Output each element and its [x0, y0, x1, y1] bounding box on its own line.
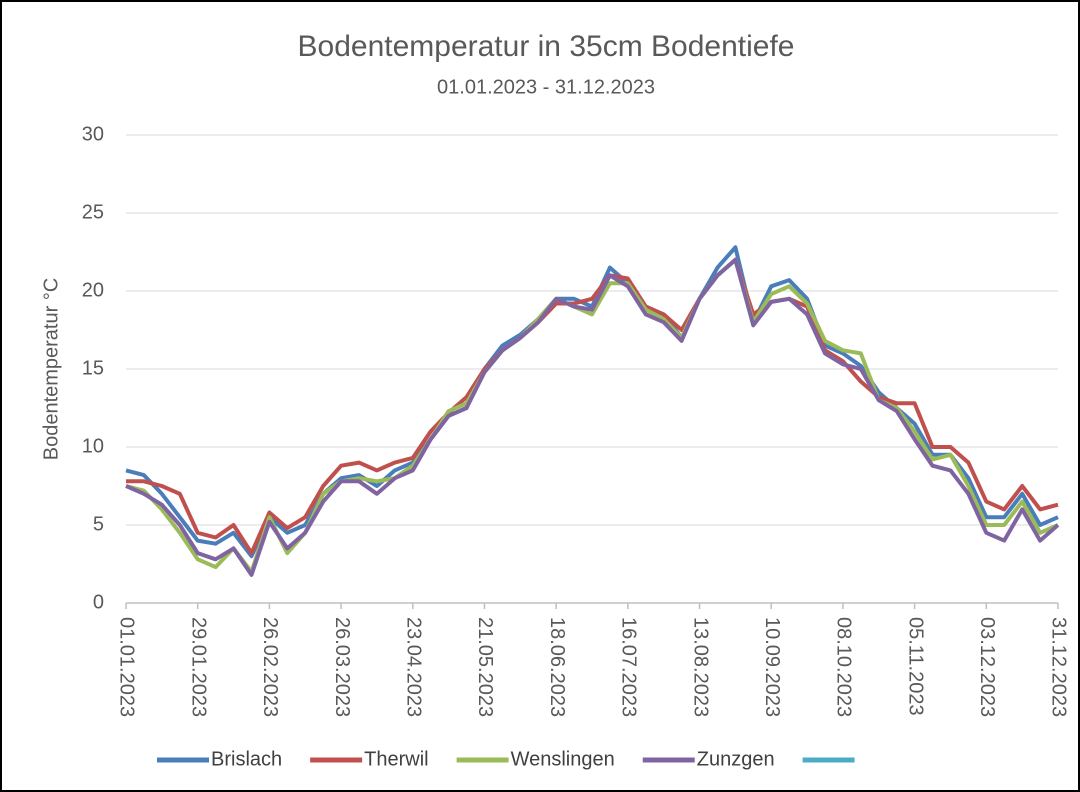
y-axis-label: Bodentemperatur °C: [40, 278, 62, 461]
legend-label: Zunzgen: [697, 748, 775, 770]
legend-label: Wenslingen: [511, 748, 615, 770]
legend-label: Therwil: [364, 748, 428, 770]
y-tick-label: 30: [82, 123, 104, 145]
y-tick-label: 20: [82, 279, 104, 301]
chart-title: Bodentemperatur in 35cm Bodentiefe: [298, 30, 795, 63]
x-tick-label: 29.01.2023: [187, 617, 209, 717]
x-tick-label: 13.08.2023: [689, 617, 711, 717]
x-tick-label: 21.05.2023: [474, 617, 496, 717]
x-tick-label: 18.06.2023: [546, 617, 568, 717]
legend-label: Brislach: [211, 748, 282, 770]
y-tick-label: 5: [93, 513, 104, 535]
x-tick-label: 16.07.2023: [618, 617, 640, 717]
x-tick-label: 01.01.2023: [116, 617, 138, 717]
y-tick-label: 15: [82, 357, 104, 379]
y-tick-label: 25: [82, 201, 104, 223]
x-tick-label: 26.02.2023: [259, 617, 281, 717]
x-tick-label: 05.11.2023: [904, 617, 926, 716]
y-tick-label: 10: [82, 435, 104, 457]
x-tick-label: 08.10.2023: [833, 617, 855, 717]
x-tick-label: 03.12.2023: [976, 617, 998, 717]
x-tick-label: 10.09.2023: [761, 617, 783, 717]
x-tick-label: 26.03.2023: [331, 617, 353, 717]
series-line: [126, 257, 1059, 556]
y-tick-label: 0: [93, 591, 104, 613]
x-tick-label: 31.12.2023: [1048, 617, 1070, 717]
series-line: [125, 257, 1060, 577]
x-tick-label: 23.04.2023: [402, 617, 424, 717]
chart-subtitle: 01.01.2023 - 31.12.2023: [437, 76, 655, 98]
